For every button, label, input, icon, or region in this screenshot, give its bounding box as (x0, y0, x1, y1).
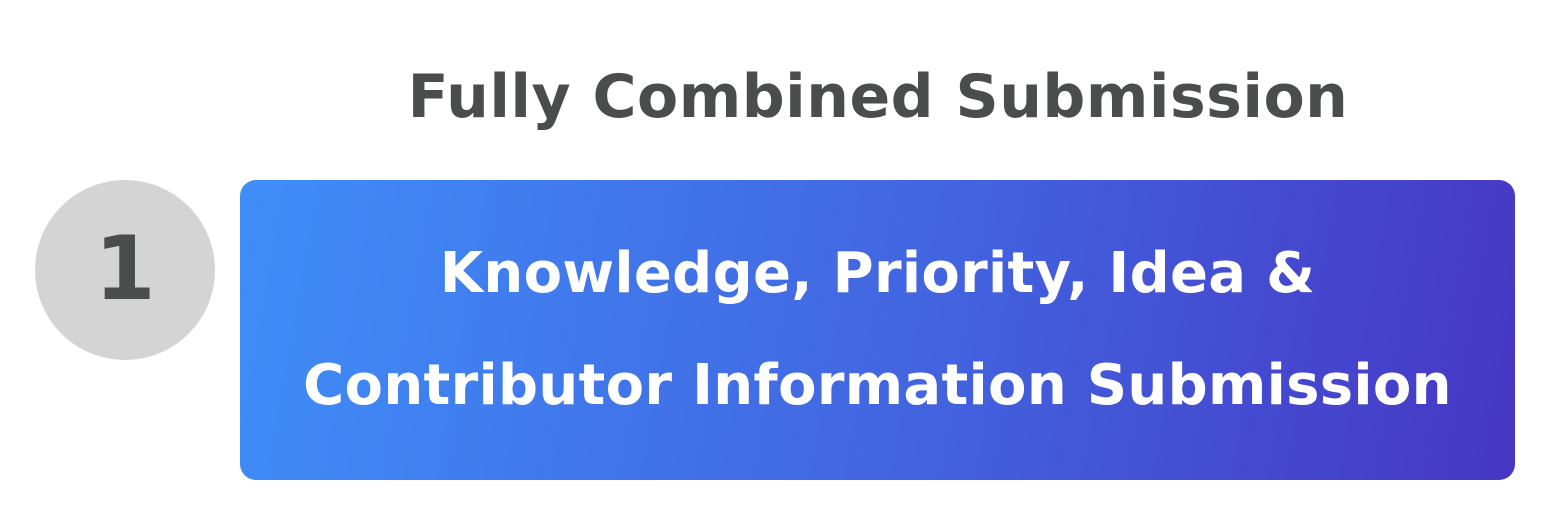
step-number-badge: 1 (35, 180, 215, 360)
step-card: Knowledge, Priority, Idea & Contributor … (240, 180, 1515, 480)
step-card-line-1: Knowledge, Priority, Idea & (439, 241, 1316, 306)
page-title: Fully Combined Submission (407, 62, 1349, 132)
step-number: 1 (94, 217, 156, 320)
step-card-line-2: Contributor Information Submission (303, 353, 1452, 418)
